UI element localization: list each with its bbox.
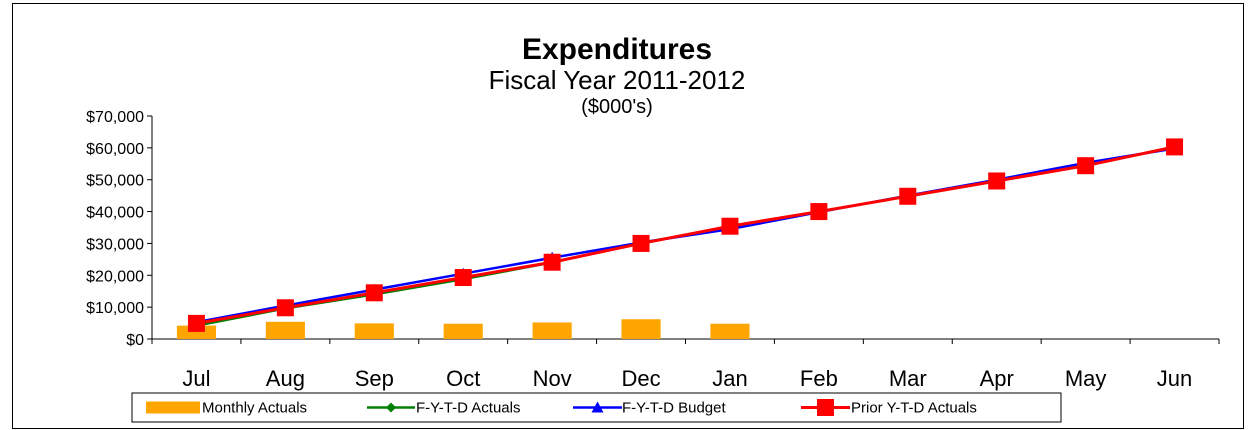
marker-square bbox=[365, 284, 383, 302]
y-tick-label: $10,000 bbox=[86, 300, 144, 317]
legend-swatch-monthly-actuals bbox=[146, 401, 200, 414]
legend-label: F-Y-T-D Actuals bbox=[416, 400, 520, 417]
x-tick-label: May bbox=[1065, 366, 1107, 391]
y-tick-label: $30,000 bbox=[86, 236, 144, 253]
marker-square bbox=[276, 299, 294, 317]
y-tick-label: $20,000 bbox=[86, 268, 144, 285]
legend-label: Prior Y-T-D Actuals bbox=[851, 400, 977, 417]
marker-square bbox=[454, 269, 472, 287]
bar-monthly-actuals bbox=[265, 321, 305, 339]
bar-monthly-actuals bbox=[532, 322, 572, 339]
x-tick-label: Jan bbox=[712, 366, 747, 391]
y-tick-label: $40,000 bbox=[86, 205, 144, 222]
y-tick-label: $0 bbox=[126, 332, 144, 349]
legend-label: F-Y-T-D Budget bbox=[622, 400, 726, 417]
bar-monthly-actuals bbox=[176, 325, 217, 339]
x-tick-label: Apr bbox=[980, 366, 1014, 391]
chart: Expenditures Fiscal Year 2011-2012 ($000… bbox=[86, 33, 1220, 423]
chart-frame: Expenditures Fiscal Year 2011-2012 ($000… bbox=[12, 3, 1244, 429]
bar-monthly-actuals bbox=[621, 319, 661, 339]
x-tick-label: Jul bbox=[182, 366, 210, 391]
marker-square bbox=[187, 314, 205, 332]
x-tick-label: Jun bbox=[1157, 366, 1192, 391]
x-axis: Jul Aug Sep Oct Nov Dec Jan Feb Mar Apr May Jun bbox=[151, 338, 1220, 391]
bar-monthly-actuals bbox=[354, 323, 394, 339]
x-tick-label: Oct bbox=[446, 366, 480, 391]
line-series bbox=[187, 138, 1184, 332]
x-tick-label: Sep bbox=[355, 366, 394, 391]
marker-diamond bbox=[386, 402, 396, 413]
marker-square bbox=[899, 187, 917, 205]
chart-subtitle: Fiscal Year 2011-2012 bbox=[489, 65, 746, 95]
marker-square bbox=[810, 203, 828, 221]
bar-monthly-actuals bbox=[443, 323, 483, 339]
line-series-group bbox=[187, 138, 1184, 332]
y-tick-label: $50,000 bbox=[86, 173, 144, 190]
marker-square bbox=[543, 253, 561, 271]
x-tick-label: Mar bbox=[889, 366, 927, 391]
marker-square bbox=[817, 399, 834, 416]
chart-title: Expenditures bbox=[522, 33, 712, 66]
y-tick-label: $60,000 bbox=[86, 141, 144, 158]
bar-series bbox=[176, 319, 750, 339]
x-tick-label: Aug bbox=[266, 366, 305, 391]
x-tick-label: Feb bbox=[800, 366, 838, 391]
x-tick-label: Nov bbox=[533, 366, 572, 391]
marker-triangle bbox=[591, 401, 604, 413]
marker-square bbox=[1166, 138, 1184, 156]
series-line bbox=[196, 145, 1175, 325]
marker-square bbox=[721, 217, 739, 235]
marker-square bbox=[632, 234, 650, 252]
bar-monthly-actuals bbox=[710, 323, 750, 339]
marker-square bbox=[1077, 157, 1095, 175]
y-tick-label: $70,000 bbox=[86, 109, 144, 126]
chart-units-note: ($000's) bbox=[581, 96, 653, 118]
y-axis: $0 $10,000 $20,000 $30,000 $40,000 $50,000 $60… bbox=[86, 109, 153, 349]
marker-square bbox=[988, 172, 1006, 190]
legend-label: Monthly Actuals bbox=[202, 400, 307, 417]
legend: Monthly Actuals F-Y-T-D Actuals F-Y-T-D Bu… bbox=[131, 392, 1062, 423]
x-tick-label: Dec bbox=[621, 366, 660, 391]
